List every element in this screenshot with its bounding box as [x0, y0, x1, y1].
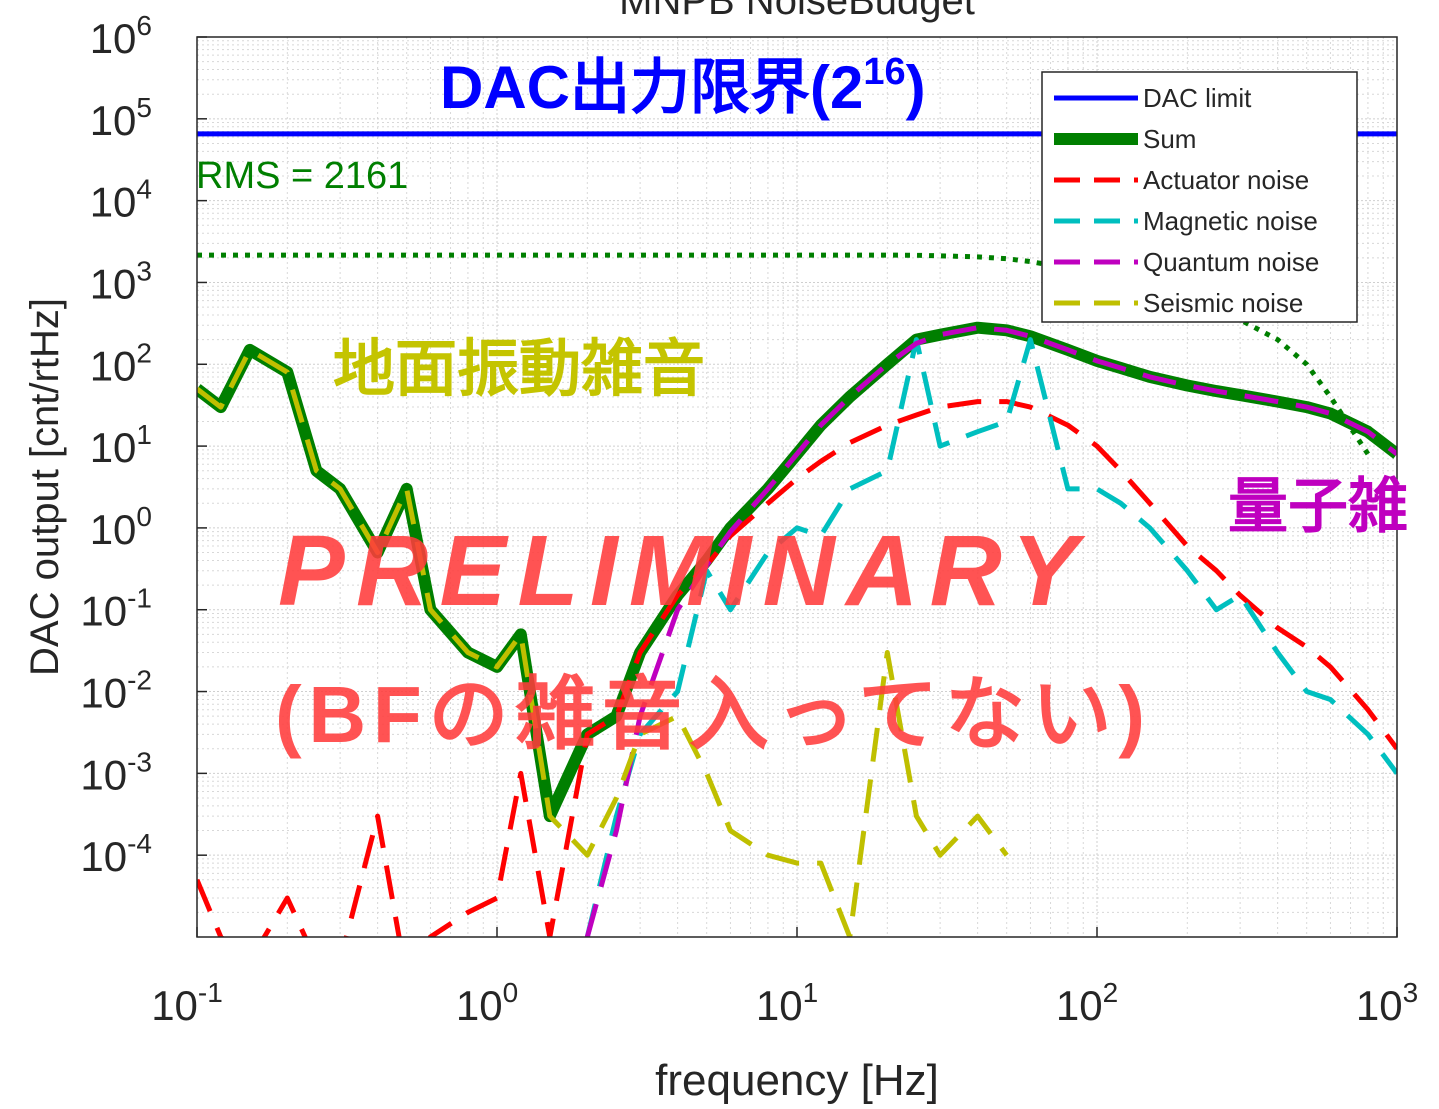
- series-line: [197, 399, 1397, 937]
- tick-exponent: -1: [198, 977, 223, 1008]
- tick-exponent: 5: [136, 92, 152, 123]
- tick-base: 10: [80, 588, 127, 635]
- tick-exponent: 4: [136, 174, 152, 205]
- tick-exponent: -4: [127, 828, 152, 859]
- annotation-quantum: 量子雑: [1228, 473, 1408, 540]
- tick-base: 10: [80, 751, 127, 798]
- x-tick-label: 103: [1356, 977, 1418, 1029]
- y-axis-label: DAC output [cnt/rtHz]: [23, 298, 67, 676]
- annotation-note: (BFの雑音入ってない): [275, 670, 1145, 759]
- series-line: [584, 337, 1397, 937]
- y-tick-label: 10-2: [80, 665, 152, 717]
- tick-exponent: -1: [127, 583, 152, 614]
- y-tick-label: 10-1: [80, 583, 152, 635]
- y-tick-label: 101: [90, 419, 152, 471]
- tick-base: 10: [90, 342, 137, 389]
- annotation-dac: DAC出力限界(216): [440, 51, 926, 121]
- annotation-sup: 16: [863, 51, 905, 93]
- tick-base: 10: [1056, 982, 1103, 1029]
- legend-label: Seismic noise: [1143, 288, 1303, 318]
- tick-base: 10: [90, 97, 137, 144]
- x-tick-label: 100: [456, 977, 518, 1029]
- y-tick-label: 105: [90, 92, 152, 144]
- tick-base: 10: [90, 506, 137, 553]
- y-tick-label: 103: [90, 255, 152, 307]
- x-tick-label: 102: [1056, 977, 1118, 1029]
- tick-exponent: 3: [1403, 977, 1419, 1008]
- ticks: 10-1 100 101 102 10310-410-310-210-110010110…: [80, 10, 1418, 1029]
- tick-base: 10: [80, 670, 127, 717]
- legend: DAC limit Sum Actuator noise Magnetic noise…: [1041, 71, 1358, 323]
- x-axis-label: frequency [Hz]: [655, 1056, 939, 1105]
- tick-base: 10: [151, 982, 198, 1029]
- y-tick-label: 10-4: [80, 828, 152, 880]
- tick-exponent: 0: [503, 977, 519, 1008]
- legend-label: DAC limit: [1143, 83, 1252, 113]
- tick-base: 10: [756, 982, 803, 1029]
- y-tick-label: 104: [90, 174, 152, 226]
- tick-base: 10: [90, 15, 137, 62]
- y-tick-label: 106: [90, 10, 152, 62]
- legend-box: [1041, 71, 1358, 323]
- tick-base: 10: [90, 179, 137, 226]
- tick-exponent: 3: [136, 255, 152, 286]
- tick-base: 10: [90, 260, 137, 307]
- annotation-preliminary: PRELIMINARY: [278, 515, 1086, 627]
- series-line: [584, 325, 1397, 937]
- legend-label: Sum: [1143, 124, 1196, 154]
- y-tick-label: 102: [90, 337, 152, 389]
- series-line: [197, 347, 1009, 937]
- annotation-text: DAC出力限界(2: [440, 54, 863, 121]
- tick-base: 10: [90, 424, 137, 471]
- tick-exponent: 1: [803, 977, 819, 1008]
- annotation-seismic: 地面振動雑音: [333, 335, 705, 404]
- tick-base: 10: [456, 982, 503, 1029]
- x-tick-label: 10-1: [151, 977, 223, 1029]
- tick-base: 10: [80, 833, 127, 880]
- tick-exponent: 2: [136, 337, 152, 368]
- tick-exponent: -2: [127, 665, 152, 696]
- chart-title: MNPB NoiseBudget: [619, 0, 975, 23]
- tick-exponent: 1: [136, 419, 152, 450]
- tick-exponent: 0: [136, 501, 152, 532]
- legend-label: Actuator noise: [1143, 165, 1309, 195]
- y-tick-label: 10-3: [80, 746, 152, 798]
- tick-base: 10: [1356, 982, 1403, 1029]
- tick-exponent: 2: [1103, 977, 1119, 1008]
- legend-label: Quantum noise: [1143, 247, 1319, 277]
- legend-label: Magnetic noise: [1143, 206, 1318, 236]
- tick-exponent: 6: [136, 10, 152, 41]
- x-tick-label: 101: [756, 977, 818, 1029]
- annotation-tail: ): [906, 54, 926, 121]
- annotation-rms: RMS = 2161: [196, 155, 408, 197]
- tick-exponent: -3: [127, 746, 152, 777]
- y-tick-label: 100: [90, 501, 152, 553]
